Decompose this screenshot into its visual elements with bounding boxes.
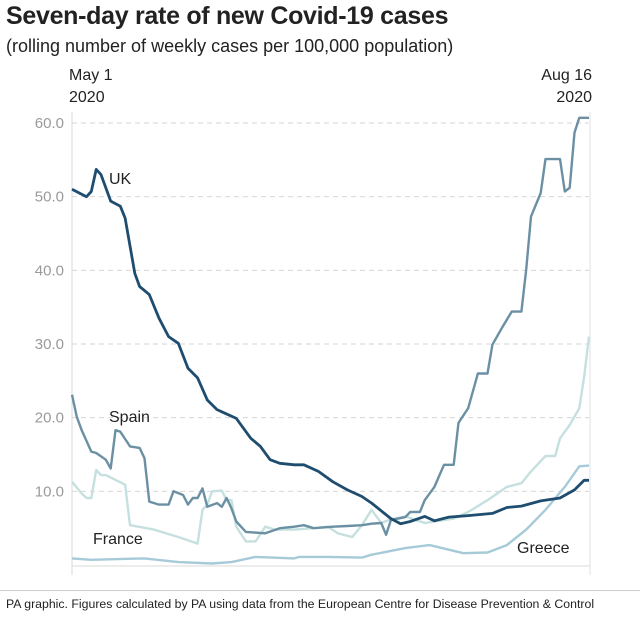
y-tick-label: 10.0: [35, 483, 64, 500]
x-end-label: Aug 16 2020: [541, 65, 592, 109]
x-start-date: May 1: [69, 67, 113, 84]
y-tick-label: 20.0: [35, 410, 64, 427]
series-line-france: [71, 336, 591, 545]
y-tick-label: 50.0: [35, 189, 64, 206]
x-start-year: 2020: [69, 89, 105, 106]
series-line-spain: [70, 116, 589, 536]
x-end-year: 2020: [556, 89, 592, 106]
series-line-uk: [71, 168, 589, 526]
y-tick-label: 30.0: [35, 336, 64, 353]
series-line-greece: [71, 464, 590, 565]
series-label-uk: UK: [109, 171, 132, 188]
series-label-spain: Spain: [109, 409, 150, 426]
line-chart: 10.0 20.0 30.0 40.0 50.0 60.0 France Greece Spai…: [35, 112, 591, 575]
x-start-label: May 1 2020: [69, 65, 113, 109]
series-label-greece: Greece: [517, 540, 570, 557]
y-tick-label: 40.0: [35, 262, 64, 279]
chart-subtitle: (rolling number of weekly cases per 100,…: [6, 36, 454, 56]
chart-title: Seven-day rate of new Covid-19 cases: [6, 2, 449, 30]
x-end-date: Aug 16: [541, 67, 592, 84]
series-label-france: France: [93, 531, 143, 548]
footer-credit: PA graphic. Figures calculated by PA usi…: [6, 597, 595, 611]
footer-divider: [0, 590, 640, 591]
y-tick-label: 60.0: [35, 115, 64, 132]
